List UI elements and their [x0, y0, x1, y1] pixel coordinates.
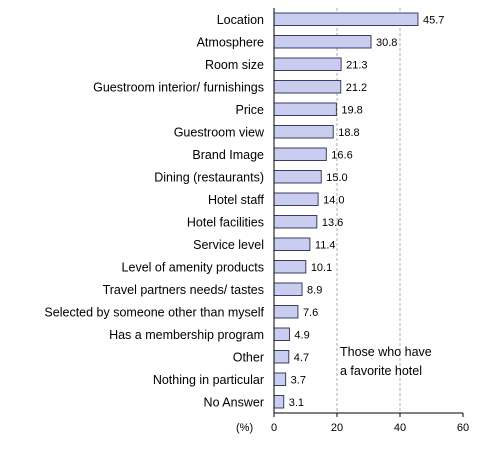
- category-label: Hotel facilities: [187, 215, 264, 229]
- value-label: 3.7: [291, 374, 306, 386]
- bar: [273, 260, 307, 274]
- value-label: 16.6: [331, 149, 352, 161]
- value-label: 45.7: [423, 14, 444, 26]
- category-label: Price: [236, 103, 265, 117]
- value-label: 3.1: [289, 397, 304, 409]
- value-label: 30.8: [376, 37, 397, 49]
- annotation-line-2: a favorite hotel: [340, 364, 422, 378]
- x-tick-label: 0: [271, 422, 277, 434]
- value-label: 21.3: [346, 59, 367, 71]
- bar: [273, 125, 334, 139]
- category-label: No Answer: [204, 395, 264, 409]
- value-label: 10.1: [311, 262, 332, 274]
- x-tick-label: 40: [394, 422, 406, 434]
- category-labels: Location Atmosphere Room size Guestroom int…: [44, 13, 265, 410]
- category-label: Service level: [193, 238, 264, 252]
- category-label: Dining (restaurants): [154, 170, 264, 184]
- category-label: Location: [217, 13, 264, 27]
- bar: [273, 80, 342, 94]
- category-label: Brand Image: [192, 148, 264, 162]
- bar: [273, 215, 318, 229]
- value-label: 11.4: [315, 239, 336, 251]
- category-label: Selected by someone other than myself: [44, 305, 264, 319]
- bar: [273, 57, 342, 71]
- x-tick-labels: 0 20 40 60: [271, 422, 469, 434]
- category-label: Room size: [205, 58, 264, 72]
- x-unit-label: (%): [236, 422, 253, 434]
- value-labels: 45.7 30.8 21.3 21.2 19.8 18.8 16.6 15.0 14.0 13.6…: [289, 14, 445, 409]
- bar: [273, 170, 322, 184]
- value-label: 15.0: [326, 172, 347, 184]
- bar: [273, 282, 303, 296]
- category-label: Guestroom interior/ furnishings: [93, 80, 264, 94]
- bar: [273, 147, 327, 161]
- value-label: 14.0: [323, 194, 344, 206]
- bar: [273, 395, 285, 409]
- bars: [273, 12, 419, 409]
- value-label: 19.8: [341, 104, 362, 116]
- bar: [273, 372, 287, 386]
- category-label: Level of amenity products: [122, 260, 264, 274]
- annotation-line-1: Those who have: [340, 345, 432, 359]
- category-label: Nothing in particular: [153, 373, 264, 387]
- gridlines: [336, 8, 401, 413]
- category-label: Guestroom view: [174, 125, 265, 139]
- bar: [273, 305, 299, 319]
- category-label: Travel partners needs/ tastes: [103, 283, 264, 297]
- category-label: Other: [233, 350, 264, 364]
- x-tick-label: 60: [457, 422, 469, 434]
- bar: [273, 35, 372, 49]
- bar: [273, 102, 337, 116]
- value-label: 18.8: [338, 127, 359, 139]
- value-label: 4.9: [294, 329, 309, 341]
- bar: [273, 192, 319, 206]
- category-label: Has a membership program: [109, 328, 264, 342]
- x-tick-label: 20: [331, 422, 343, 434]
- bar: [273, 12, 419, 26]
- bar: [273, 350, 290, 364]
- value-label: 7.6: [303, 307, 318, 319]
- value-label: 13.6: [322, 217, 343, 229]
- value-label: 4.7: [294, 352, 309, 364]
- axes: [273, 8, 464, 417]
- bar: [273, 237, 311, 251]
- bar: [273, 327, 290, 341]
- value-label: 8.9: [307, 284, 322, 296]
- category-label: Hotel staff: [208, 193, 265, 207]
- value-label: 21.2: [346, 82, 367, 94]
- category-label: Atmosphere: [197, 35, 264, 49]
